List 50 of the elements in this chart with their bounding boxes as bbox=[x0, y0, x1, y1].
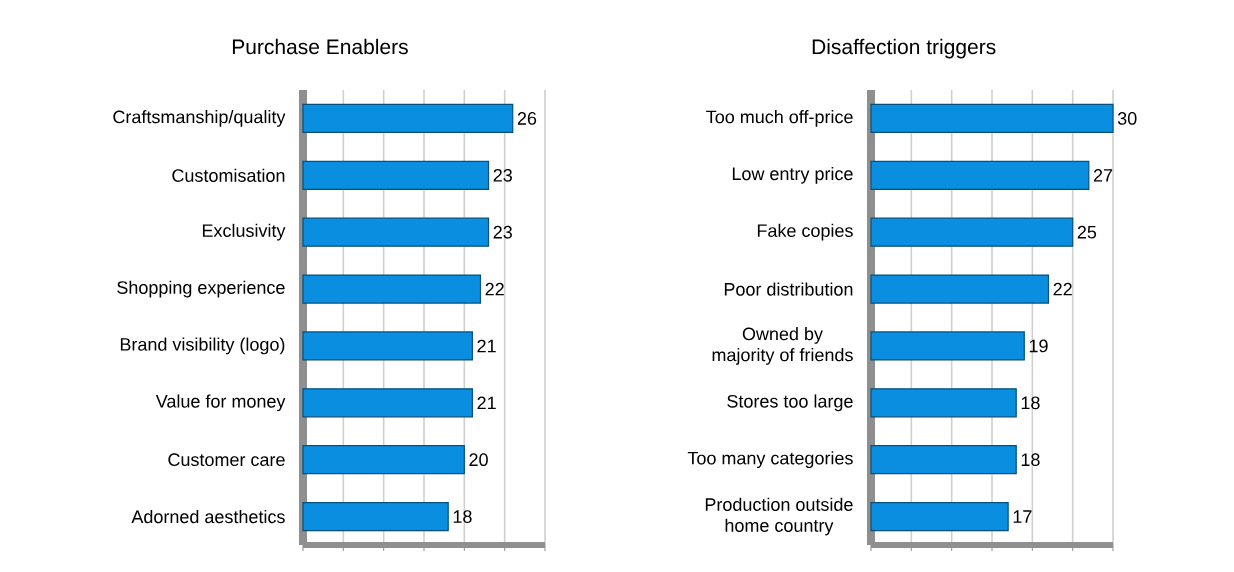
y-tick-label: Craftsmanship/quality bbox=[113, 110, 286, 127]
y-tick-label: Low entry price bbox=[732, 166, 853, 184]
bar bbox=[870, 160, 1090, 190]
y-tick-label: Adorned aesthetics bbox=[131, 509, 285, 524]
data-label: 23 bbox=[493, 225, 512, 239]
y-tick-label: Too much off-price bbox=[706, 110, 853, 127]
bar bbox=[302, 217, 490, 247]
data-label: 22 bbox=[1053, 282, 1072, 296]
bar bbox=[302, 274, 482, 304]
data-label: 18 bbox=[453, 510, 472, 523]
data-label: 25 bbox=[1077, 225, 1097, 239]
data-label: 21 bbox=[477, 339, 496, 353]
data-label: 20 bbox=[469, 453, 488, 467]
bar bbox=[302, 445, 465, 475]
y-tick-label: Stores too large bbox=[727, 394, 853, 412]
bar bbox=[302, 160, 490, 190]
bar bbox=[870, 501, 1009, 532]
chart-title: Purchase Enablers bbox=[232, 38, 408, 55]
y-tick-label: Too many categories bbox=[687, 451, 853, 469]
y-tick-label: Poor distribution bbox=[724, 282, 853, 296]
y-tick-label: Production outside home country bbox=[705, 497, 853, 536]
data-label: 23 bbox=[493, 168, 512, 182]
y-tick-label: Shopping experience bbox=[117, 280, 285, 298]
data-label: 27 bbox=[1093, 169, 1113, 182]
bar bbox=[870, 217, 1074, 247]
data-label: 18 bbox=[1021, 396, 1040, 410]
y-tick-label: Customisation bbox=[172, 168, 285, 182]
y-tick-label: Exclusivity bbox=[202, 223, 286, 241]
bar bbox=[870, 103, 1114, 134]
y-tick-label: Brand visibility (logo) bbox=[120, 337, 285, 355]
bar bbox=[302, 501, 449, 532]
y-tick-label: Value for money bbox=[155, 394, 286, 412]
data-label: 18 bbox=[1021, 453, 1040, 467]
y-tick-label: Customer care bbox=[168, 453, 285, 467]
bar bbox=[870, 331, 1025, 361]
bar bbox=[302, 331, 473, 361]
data-label: 19 bbox=[1029, 339, 1048, 353]
data-label: 17 bbox=[1013, 510, 1032, 523]
data-label: 26 bbox=[517, 112, 537, 125]
bar bbox=[302, 388, 473, 418]
bar bbox=[870, 388, 1017, 418]
data-label: 21 bbox=[477, 396, 496, 410]
y-tick-label: Owned by majority of friends bbox=[712, 327, 853, 365]
chart-title: Disaffection triggers bbox=[812, 38, 996, 59]
bar bbox=[870, 274, 1050, 304]
y-tick-label: Fake copies bbox=[757, 223, 853, 241]
data-label: 30 bbox=[1117, 112, 1137, 125]
bar bbox=[302, 103, 514, 134]
bar bbox=[870, 445, 1017, 475]
data-label: 22 bbox=[485, 282, 504, 296]
